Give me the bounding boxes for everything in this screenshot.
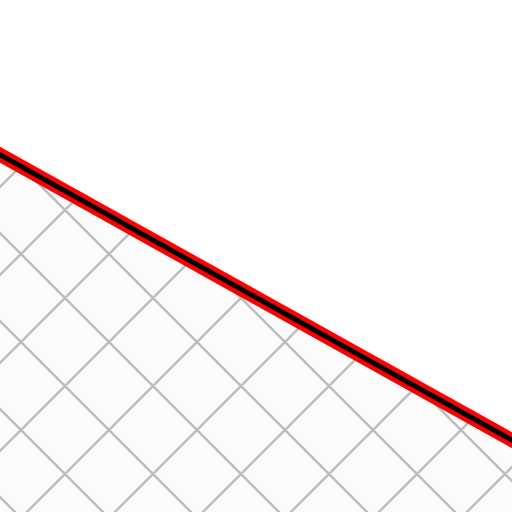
boundary-line: [0, 151, 512, 444]
area-hatch: [0, 155, 512, 512]
